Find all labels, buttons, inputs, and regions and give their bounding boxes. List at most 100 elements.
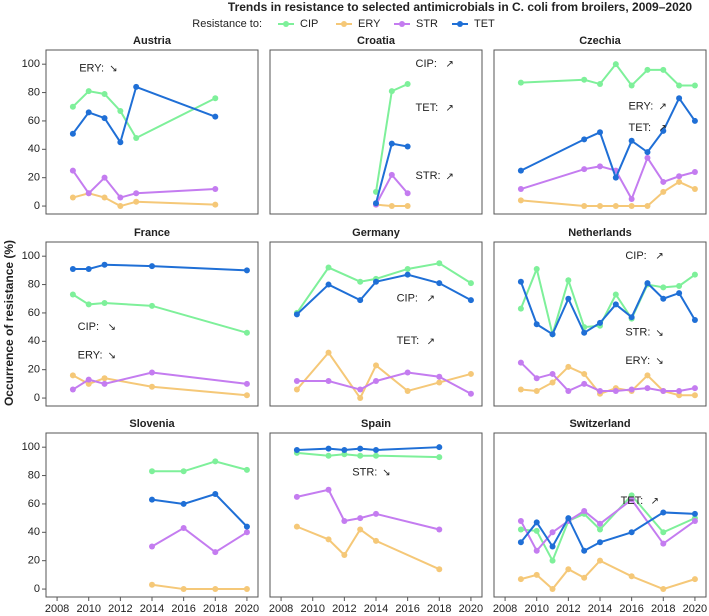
x-tick-label: 2018: [651, 603, 675, 615]
data-point: [581, 76, 588, 83]
data-point: [467, 370, 474, 377]
data-point: [212, 95, 219, 102]
data-point: [517, 167, 524, 174]
data-point: [581, 329, 588, 336]
data-point: [660, 586, 667, 593]
series-line: [152, 460, 248, 473]
data-point: [691, 385, 698, 392]
data-point: [149, 581, 155, 588]
panel-frame: [269, 241, 483, 407]
data-point: [628, 496, 635, 503]
annotation-arrow: ↗: [427, 336, 435, 347]
data-point: [69, 291, 76, 298]
data-point: [676, 392, 683, 399]
data-point: [676, 178, 683, 185]
panel-frame: [493, 432, 707, 598]
series-line: [296, 451, 440, 459]
series-line: [519, 265, 696, 339]
data-point: [660, 509, 667, 516]
data-point: [117, 203, 124, 210]
data-point: [517, 539, 524, 546]
data-point: [243, 380, 250, 387]
data-point: [581, 166, 588, 173]
data-point: [533, 547, 540, 554]
facet-title: Netherlands: [568, 227, 632, 239]
data-point: [404, 369, 411, 376]
data-point: [69, 130, 76, 137]
data-point: [581, 574, 588, 581]
chart-title: Trends in resistance to selected antimic…: [228, 0, 693, 14]
data-point: [644, 372, 651, 379]
data-point: [676, 282, 683, 289]
y-tick-label: 80: [28, 86, 40, 98]
data-point: [581, 370, 588, 377]
data-point: [628, 314, 635, 321]
data-point: [404, 190, 411, 197]
data-point: [373, 200, 379, 207]
annotation-arrow: ↘: [108, 322, 116, 333]
series-line: [72, 374, 248, 397]
series-line: [151, 526, 248, 554]
series-line: [520, 180, 696, 208]
data-point: [373, 378, 379, 385]
annotation-arrow: ↗: [658, 123, 666, 134]
data-point: [373, 278, 379, 285]
data-point: [597, 163, 603, 170]
data-point: [404, 81, 411, 88]
annotation-label: TET:: [416, 102, 439, 114]
data-point: [69, 372, 76, 379]
data-point: [533, 571, 540, 578]
annotation-label: TET:: [621, 495, 644, 507]
data-point: [357, 395, 364, 402]
data-point: [325, 264, 332, 271]
annotation-label: ERY:: [78, 349, 103, 361]
data-point: [517, 386, 524, 393]
y-tick-label: 40: [28, 526, 40, 538]
annotation-label: ERY:: [628, 101, 653, 113]
panel-frame: [45, 49, 259, 215]
data-point: [565, 277, 572, 284]
data-point: [691, 271, 698, 278]
data-point: [212, 186, 219, 193]
data-point: [341, 517, 348, 524]
data-point: [517, 526, 524, 533]
facet-title: Austria: [133, 35, 172, 47]
data-point: [293, 311, 300, 318]
x-tick-label: 2014: [364, 603, 388, 615]
data-point: [467, 390, 474, 397]
y-tick-label: 20: [28, 172, 40, 184]
data-point: [325, 445, 332, 452]
annotation-label: TET:: [397, 335, 420, 347]
data-point: [293, 493, 300, 500]
x-tick-label: 2016: [395, 603, 419, 615]
annotation-label: CIP:: [78, 321, 99, 333]
series-line: [520, 155, 696, 202]
data-point: [373, 452, 379, 459]
series-line: [296, 351, 472, 401]
y-tick-label: 60: [28, 498, 40, 510]
data-point: [597, 129, 603, 136]
x-tick-label: 2016: [619, 603, 643, 615]
data-point: [212, 549, 219, 556]
data-point: [341, 447, 348, 454]
y-tick-label: 40: [28, 335, 40, 347]
legend-dot: [341, 21, 347, 27]
data-point: [676, 290, 683, 297]
series-line: [520, 498, 696, 553]
data-point: [436, 444, 443, 451]
data-point: [660, 66, 667, 73]
annotation-arrow: ↘: [109, 63, 117, 74]
data-point: [549, 557, 556, 564]
data-point: [517, 278, 524, 285]
panel-frame: [493, 49, 707, 215]
data-point: [101, 90, 108, 97]
data-point: [388, 171, 395, 178]
legend-label: CIP: [300, 18, 318, 30]
series-line: [520, 493, 696, 564]
data-point: [597, 319, 603, 326]
data-point: [325, 536, 332, 543]
data-point: [388, 88, 395, 95]
data-point: [325, 452, 332, 459]
data-point: [660, 540, 667, 547]
series-line: [72, 90, 216, 140]
